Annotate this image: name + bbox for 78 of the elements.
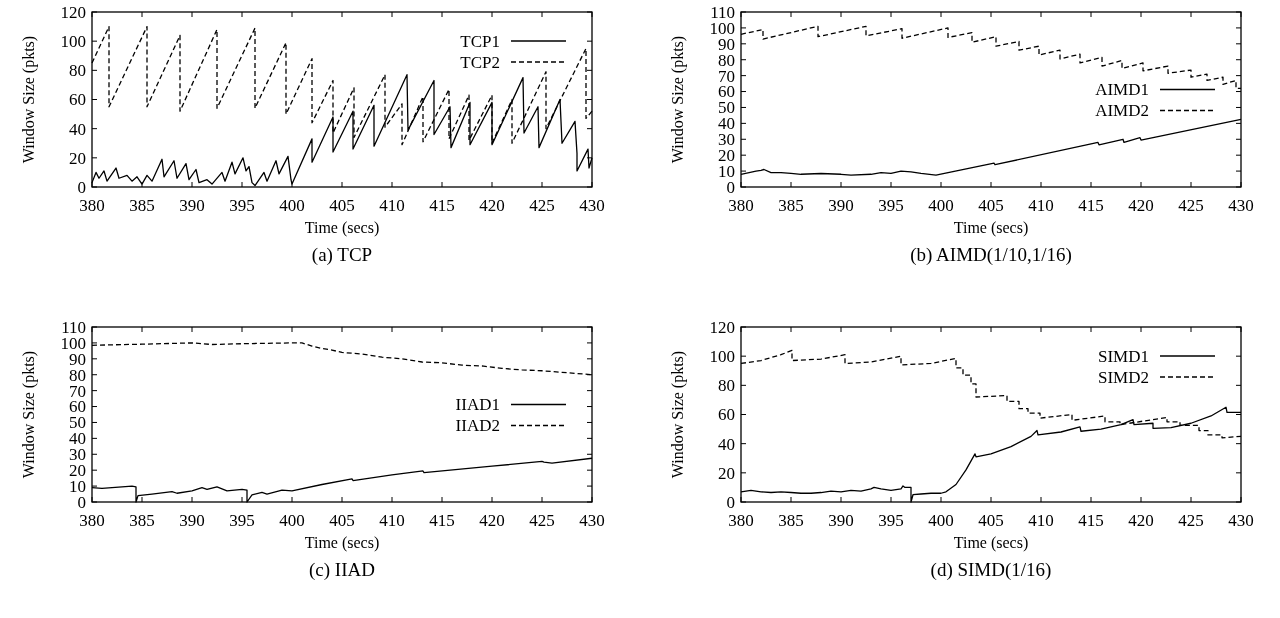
x-tick-label: 425 xyxy=(529,196,555,215)
x-tick-label: 430 xyxy=(1228,511,1254,530)
y-tick-label: 20 xyxy=(718,463,735,483)
x-tick-label: 390 xyxy=(828,196,854,215)
x-tick-label: 420 xyxy=(1128,511,1154,530)
x-tick-label: 420 xyxy=(479,196,505,215)
legend-label: SIMD2 xyxy=(1097,367,1149,387)
y-tick-label: 120 xyxy=(709,317,735,337)
x-tick-label: 395 xyxy=(878,196,904,215)
x-tick-label: 425 xyxy=(1178,511,1204,530)
y-tick-label: 60 xyxy=(69,90,86,110)
x-tick-label: 380 xyxy=(728,196,754,215)
x-tick-label: 405 xyxy=(978,196,1004,215)
text: (a) TCP xyxy=(311,244,373,266)
legend-label: AIMD2 xyxy=(1095,101,1149,121)
legend-label: SIMD1 xyxy=(1097,346,1149,366)
x-tick-label: 420 xyxy=(479,511,505,530)
x-tick-label: 410 xyxy=(379,196,405,215)
text: (d) SIMD(1/16) xyxy=(930,559,1052,581)
legend-label: TCP2 xyxy=(460,52,500,72)
y-tick-label: 20 xyxy=(69,148,86,168)
y-axis-title: Window Size (pkts) xyxy=(20,350,38,479)
x-tick-label: 405 xyxy=(978,511,1004,530)
x-tick-label: 415 xyxy=(1078,511,1104,530)
x-tick-label: 385 xyxy=(778,196,804,215)
x-tick-label: 400 xyxy=(928,511,954,530)
y-tick-label: 0 xyxy=(77,177,86,197)
x-tick-label: 405 xyxy=(329,196,355,215)
text: (c) IIAD xyxy=(309,559,375,581)
text: (b) AIMD(1/10,1/16) xyxy=(910,244,1072,266)
x-tick-label: 410 xyxy=(379,511,405,530)
x-tick-label: 395 xyxy=(229,511,255,530)
x-axis-title: Time (secs) xyxy=(953,534,1029,552)
y-tick-label: 40 xyxy=(718,434,735,454)
x-tick-label: 380 xyxy=(728,511,754,530)
x-tick-label: 395 xyxy=(229,196,255,215)
legend-label: IIAD2 xyxy=(455,416,500,436)
y-tick-label: 120 xyxy=(60,2,86,22)
x-tick-label: 420 xyxy=(1128,196,1154,215)
x-tick-label: 400 xyxy=(279,196,305,215)
y-tick-label: 0 xyxy=(726,492,735,512)
x-tick-label: 425 xyxy=(1178,196,1204,215)
x-tick-label: 415 xyxy=(1078,196,1104,215)
x-tick-label: 430 xyxy=(1228,196,1254,215)
x-tick-label: 390 xyxy=(179,511,205,530)
x-tick-label: 395 xyxy=(878,511,904,530)
x-tick-label: 385 xyxy=(129,511,155,530)
x-tick-label: 380 xyxy=(79,196,105,215)
x-tick-label: 390 xyxy=(828,511,854,530)
x-tick-label: 385 xyxy=(778,511,804,530)
x-axis-title: Time (secs) xyxy=(304,219,380,237)
x-tick-label: 405 xyxy=(329,511,355,530)
legend-label: TCP1 xyxy=(460,31,500,51)
x-tick-label: 380 xyxy=(79,511,105,530)
y-tick-label: 80 xyxy=(69,61,86,81)
x-tick-label: 430 xyxy=(579,511,605,530)
x-axis-title: Time (secs) xyxy=(953,219,1029,237)
legend-label: AIMD1 xyxy=(1095,80,1149,100)
x-tick-label: 415 xyxy=(429,511,455,530)
x-tick-label: 400 xyxy=(279,511,305,530)
x-tick-label: 390 xyxy=(179,196,205,215)
x-tick-label: 425 xyxy=(529,511,555,530)
x-tick-label: 415 xyxy=(429,196,455,215)
y-tick-label: 100 xyxy=(709,347,735,367)
x-tick-label: 385 xyxy=(129,196,155,215)
y-tick-label: 60 xyxy=(718,405,735,425)
y-axis-title: Window Size (pkts) xyxy=(669,35,687,164)
x-tick-label: 430 xyxy=(579,196,605,215)
y-tick-label: 80 xyxy=(718,376,735,396)
y-axis-title: Window Size (pkts) xyxy=(669,350,687,479)
x-tick-label: 410 xyxy=(1028,196,1054,215)
x-axis-title: Time (secs) xyxy=(304,534,380,552)
legend-label: IIAD1 xyxy=(455,395,500,415)
y-tick-label: 40 xyxy=(69,119,86,139)
x-tick-label: 410 xyxy=(1028,511,1054,530)
y-axis-title: Window Size (pkts) xyxy=(20,35,38,164)
x-tick-label: 400 xyxy=(928,196,954,215)
y-tick-label: 100 xyxy=(60,32,86,52)
